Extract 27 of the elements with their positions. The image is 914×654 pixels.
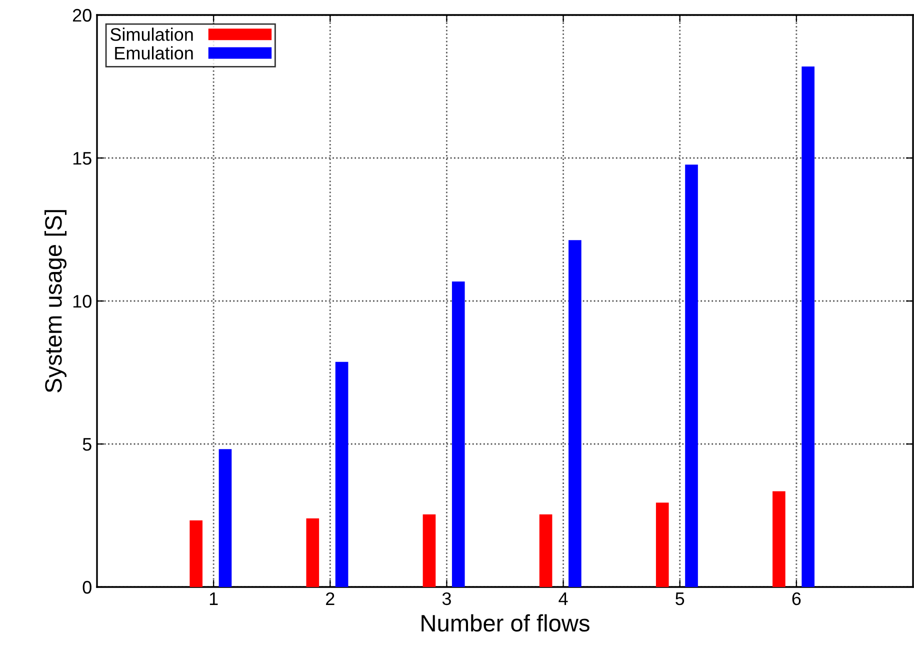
bar bbox=[656, 502, 669, 587]
bar bbox=[452, 282, 465, 587]
y-axis-title: System usage [S] bbox=[44, 210, 66, 392]
bar bbox=[422, 514, 436, 587]
bar bbox=[539, 514, 552, 587]
x-tick-label: 1 bbox=[210, 592, 218, 605]
bar bbox=[802, 66, 814, 587]
bar bbox=[772, 491, 786, 587]
y-tick-label: 5 bbox=[82, 438, 92, 451]
x-tick-label: 6 bbox=[792, 592, 801, 606]
x-axis-title: Number of flows bbox=[422, 614, 590, 632]
bar bbox=[218, 449, 232, 587]
y-tick-label: 10 bbox=[73, 294, 92, 308]
x-tick-label: 5 bbox=[676, 592, 684, 606]
bar bbox=[335, 362, 348, 587]
bar bbox=[568, 240, 582, 587]
x-tick-label: 4 bbox=[558, 592, 568, 605]
y-tick-label: 20 bbox=[72, 8, 92, 22]
bar bbox=[190, 520, 202, 587]
legend-label: Emulation bbox=[115, 46, 193, 60]
x-tick-label: 2 bbox=[326, 592, 334, 605]
bar bbox=[306, 518, 320, 587]
x-tick-label: 3 bbox=[442, 592, 451, 606]
y-tick-label: 15 bbox=[73, 152, 92, 165]
legend-label: Simulation bbox=[110, 28, 193, 41]
y-tick-label: 0 bbox=[82, 580, 92, 594]
bar bbox=[685, 164, 698, 587]
